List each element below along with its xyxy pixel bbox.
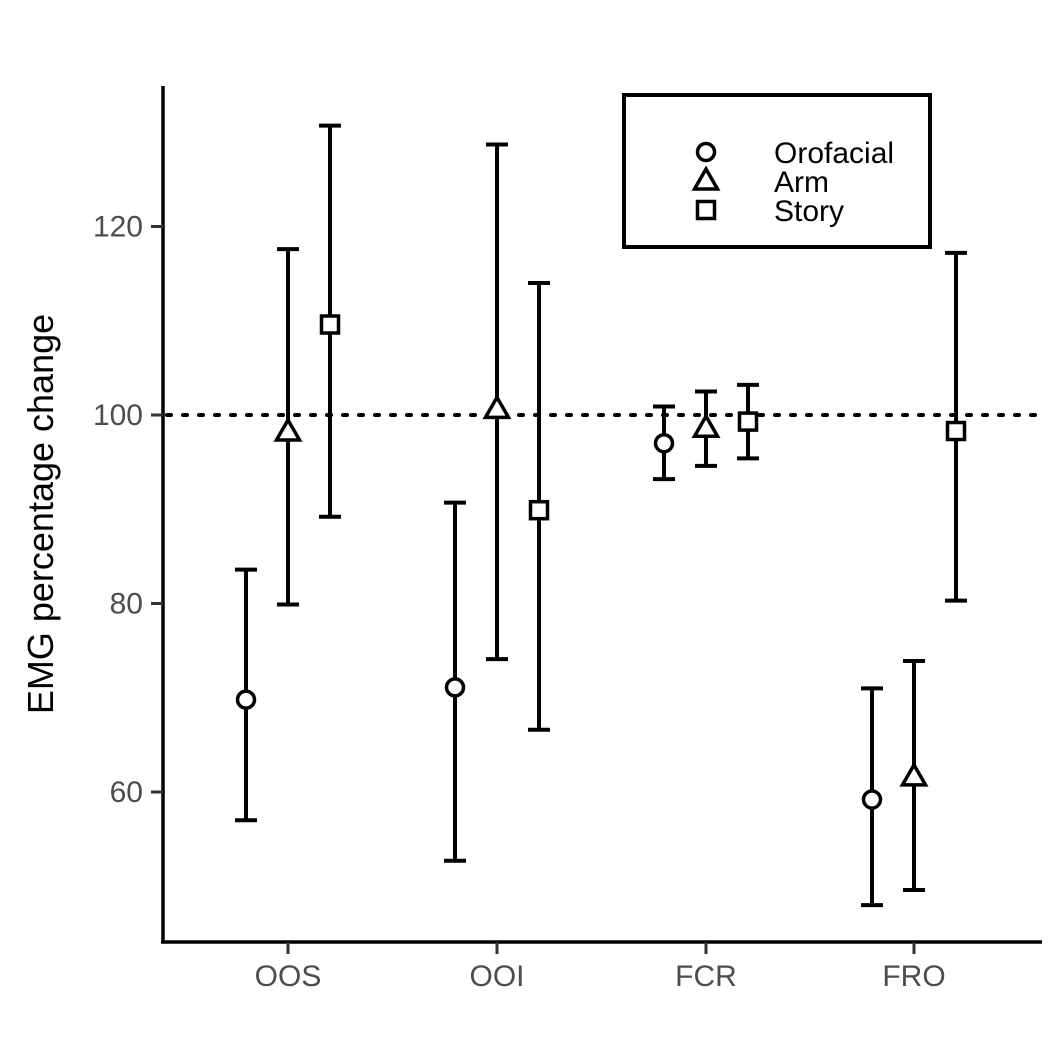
x-tick-label: OOS (255, 960, 322, 993)
legend-item-arm: Arm (691, 165, 829, 199)
data-point-circle (444, 677, 466, 698)
data-point-square (737, 411, 759, 432)
legend-square-icon (695, 199, 717, 221)
data-point-triangle (691, 412, 721, 438)
data-point-triangle (273, 416, 303, 442)
legend-item-story: Story (695, 195, 844, 228)
y-tick-label: 80 (110, 588, 143, 621)
data-point-circle (653, 433, 675, 454)
axes-group (161, 86, 1042, 944)
x-tick-label: FRO (882, 960, 945, 993)
legend-box (622, 93, 932, 249)
series-group (235, 123, 967, 908)
legend-label: Story (774, 195, 844, 228)
x-ticks: OOS OOI FCR FRO (255, 942, 946, 993)
y-tick-label: 120 (93, 211, 143, 244)
y-tick-label: 60 (110, 776, 143, 809)
data-point-triangle (482, 393, 512, 420)
x-tick-label: OOI (469, 960, 524, 993)
x-tick-label: FCR (675, 960, 737, 993)
legend-triangle-icon (691, 165, 721, 191)
y-axis-title: EMG percentage change (20, 314, 61, 714)
series-arm (273, 142, 929, 893)
y-ticks: 60 80 100 120 (93, 211, 163, 809)
data-point-square (528, 499, 550, 521)
legend-circle-icon (695, 141, 717, 163)
data-point-triangle (899, 761, 929, 787)
data-point-circle (861, 789, 883, 810)
y-tick-label: 100 (93, 399, 143, 432)
legend-label: Orofacial (774, 137, 894, 170)
legend-label: Arm (774, 166, 829, 199)
series-story (319, 123, 967, 732)
data-point-circle (235, 689, 257, 710)
data-point-square (945, 420, 967, 442)
series-orofacial (235, 404, 883, 908)
data-point-square (319, 314, 341, 335)
legend-item-orofacial: Orofacial (695, 137, 894, 170)
